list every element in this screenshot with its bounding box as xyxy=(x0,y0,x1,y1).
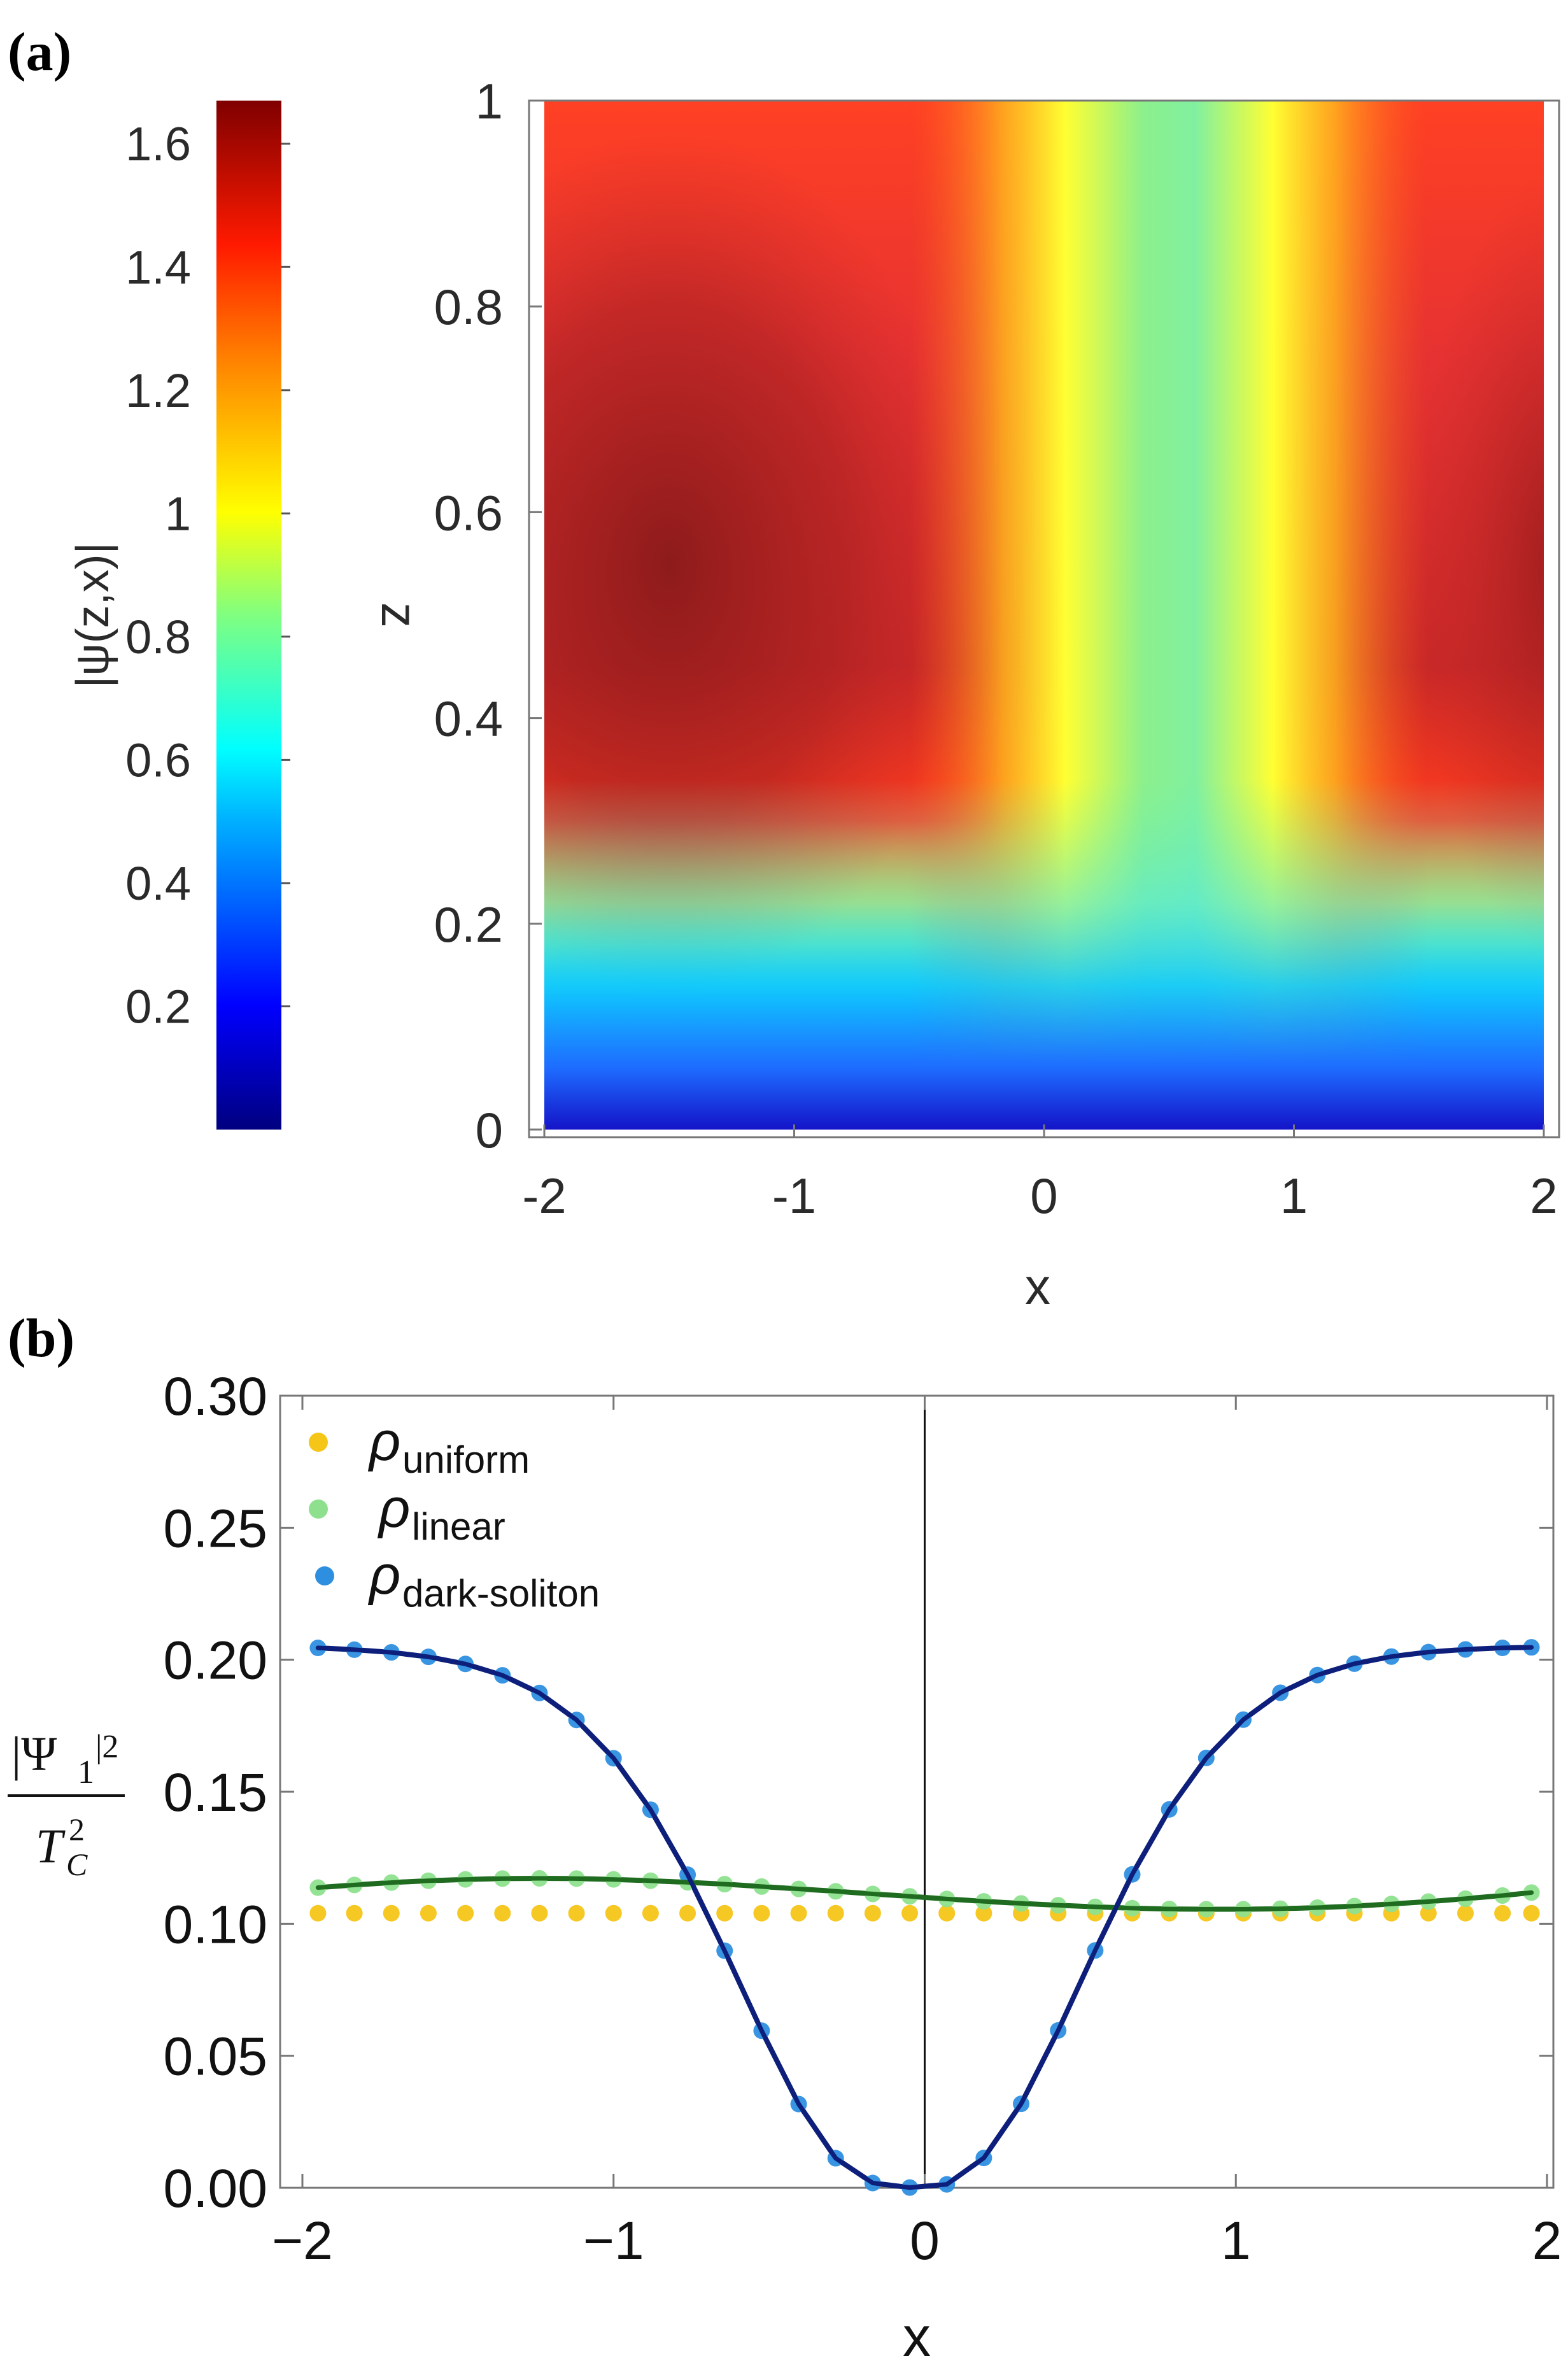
legend-label: linear xyxy=(412,1505,505,1548)
y-tick-label: 0.10 xyxy=(164,1894,268,1954)
y-tick-label: 0.30 xyxy=(164,1366,268,1426)
point-uniform xyxy=(864,1904,881,1922)
y-tick-label: 0.05 xyxy=(164,2027,268,2087)
series-line-top-linear xyxy=(315,1876,1534,1911)
panel-a: (a) 0.2 0.4 0.6 0.8 1 1.2 1.4 1.6 |ψ(z,x)| -2 -1 0… xyxy=(8,21,1560,1315)
y-tick-label: 0.00 xyxy=(164,2159,268,2218)
x-tick-label: -2 xyxy=(522,1168,566,1224)
legend-symbol: ρ xyxy=(367,1545,400,1606)
x-axis-label: x xyxy=(1025,1258,1050,1315)
legend-marker-linear xyxy=(309,1499,328,1519)
x-tick-label: 0 xyxy=(1030,1168,1057,1224)
point-uniform xyxy=(457,1904,474,1922)
point-uniform xyxy=(1523,1904,1540,1922)
point-uniform xyxy=(383,1904,400,1922)
y-tick-label: 0.25 xyxy=(164,1498,268,1558)
point-uniform xyxy=(531,1904,548,1922)
y-tick-label: 1 xyxy=(476,73,503,129)
y-tick-label: 0.4 xyxy=(434,691,503,747)
point-uniform xyxy=(605,1904,622,1922)
heatmap xyxy=(544,101,1544,1130)
x-tick-label: 0 xyxy=(910,2211,940,2271)
legend-label: dark-soliton xyxy=(402,1572,600,1615)
y-tick-label: 0.6 xyxy=(434,485,503,541)
x-axis-label: x xyxy=(903,2305,931,2368)
ylabel-denominator-sub: C xyxy=(66,1847,88,1882)
legend-symbol: ρ xyxy=(377,1478,410,1539)
ylabel-numerator-sup: |2 xyxy=(95,1729,118,1765)
legend-label: uniform xyxy=(402,1438,530,1481)
colorbar-tick-label: 0.4 xyxy=(125,857,191,910)
point-uniform xyxy=(975,1904,992,1922)
series-line-top-dark-soliton xyxy=(315,1645,1534,2190)
legend-symbol: ρ xyxy=(367,1411,400,1472)
colorbar-tick-label: 1 xyxy=(165,487,191,540)
colorbar-tick-label: 1.4 xyxy=(125,241,191,294)
x-tick-label: 1 xyxy=(1280,1168,1308,1224)
colorbar-tick-label: 0.2 xyxy=(125,980,191,1033)
point-uniform xyxy=(1457,1904,1474,1922)
y-axis-label: z xyxy=(371,602,428,628)
colorbar-label: |ψ(z,x)| xyxy=(67,542,118,688)
heatmap-layers xyxy=(544,101,1544,1130)
point-uniform xyxy=(901,1904,919,1922)
colorbar: 0.2 0.4 0.6 0.8 1 1.2 1.4 1.6 |ψ(z,x)| xyxy=(67,101,290,1130)
y-tick-label: 0.15 xyxy=(164,1762,268,1822)
point-uniform xyxy=(790,1904,807,1922)
point-uniform xyxy=(679,1904,696,1922)
y-tick-label: 0.2 xyxy=(434,897,503,953)
point-uniform xyxy=(346,1904,363,1922)
x-tick-label: −1 xyxy=(583,2211,644,2271)
point-uniform xyxy=(568,1904,585,1922)
x-tick-label: −2 xyxy=(272,2211,333,2271)
point-uniform xyxy=(309,1904,327,1922)
y-tick-label: 0.20 xyxy=(164,1631,268,1691)
point-uniform xyxy=(642,1904,659,1922)
point-uniform xyxy=(1494,1904,1511,1922)
ylabel-numerator: |Ψ xyxy=(11,1727,57,1781)
y-axis-label: |Ψ 1|2 T C2 xyxy=(8,1727,125,1882)
panel-b-label: (b) xyxy=(8,1307,74,1368)
panel-a-label: (a) xyxy=(8,21,71,82)
ylabel-numerator-sub: 1 xyxy=(78,1754,94,1790)
colorbar-tick-label: 0.6 xyxy=(125,734,191,786)
colorbar-tick-label: 1.6 xyxy=(125,118,191,171)
colorbar-tick-label: 0.8 xyxy=(125,611,191,663)
point-uniform xyxy=(1420,1904,1437,1922)
panel-b: (b) −2 −1 0 1 2 0.00 0.05 0.10 0.15 0.20 0.25 0.30 x… xyxy=(8,1307,1562,2368)
legend-marker-uniform xyxy=(309,1433,328,1452)
colorbar-gradient xyxy=(216,101,281,1130)
panel-b-plot: −2 −1 0 1 2 0.00 0.05 0.10 0.15 0.20 0.25 0.30 x xyxy=(164,1366,1562,2368)
ylabel-denominator-sup: 2 xyxy=(69,1811,85,1847)
x-tick-label: 2 xyxy=(1532,2211,1562,2271)
y-tick-label: 0.8 xyxy=(434,279,503,335)
legend-marker-dark-soliton xyxy=(315,1566,334,1585)
heatmap-bottom xyxy=(544,101,1544,1130)
x-tick-label: -1 xyxy=(772,1168,816,1224)
colorbar-tick-label: 1.2 xyxy=(125,364,191,417)
panel-a-axes: -2 -1 0 1 2 0 0.2 0.4 0.6 0.8 1 x z xyxy=(371,73,1560,1315)
point-uniform xyxy=(420,1904,437,1922)
point-uniform xyxy=(753,1904,770,1922)
x-tick-label: 2 xyxy=(1530,1168,1557,1224)
point-uniform xyxy=(494,1904,511,1922)
point-uniform xyxy=(827,1904,844,1922)
x-tick-label: 1 xyxy=(1221,2211,1251,2271)
y-tick-label: 0 xyxy=(476,1102,503,1158)
point-uniform xyxy=(716,1904,733,1922)
ylabel-denominator: T xyxy=(36,1820,66,1873)
point-uniform xyxy=(938,1904,956,1922)
